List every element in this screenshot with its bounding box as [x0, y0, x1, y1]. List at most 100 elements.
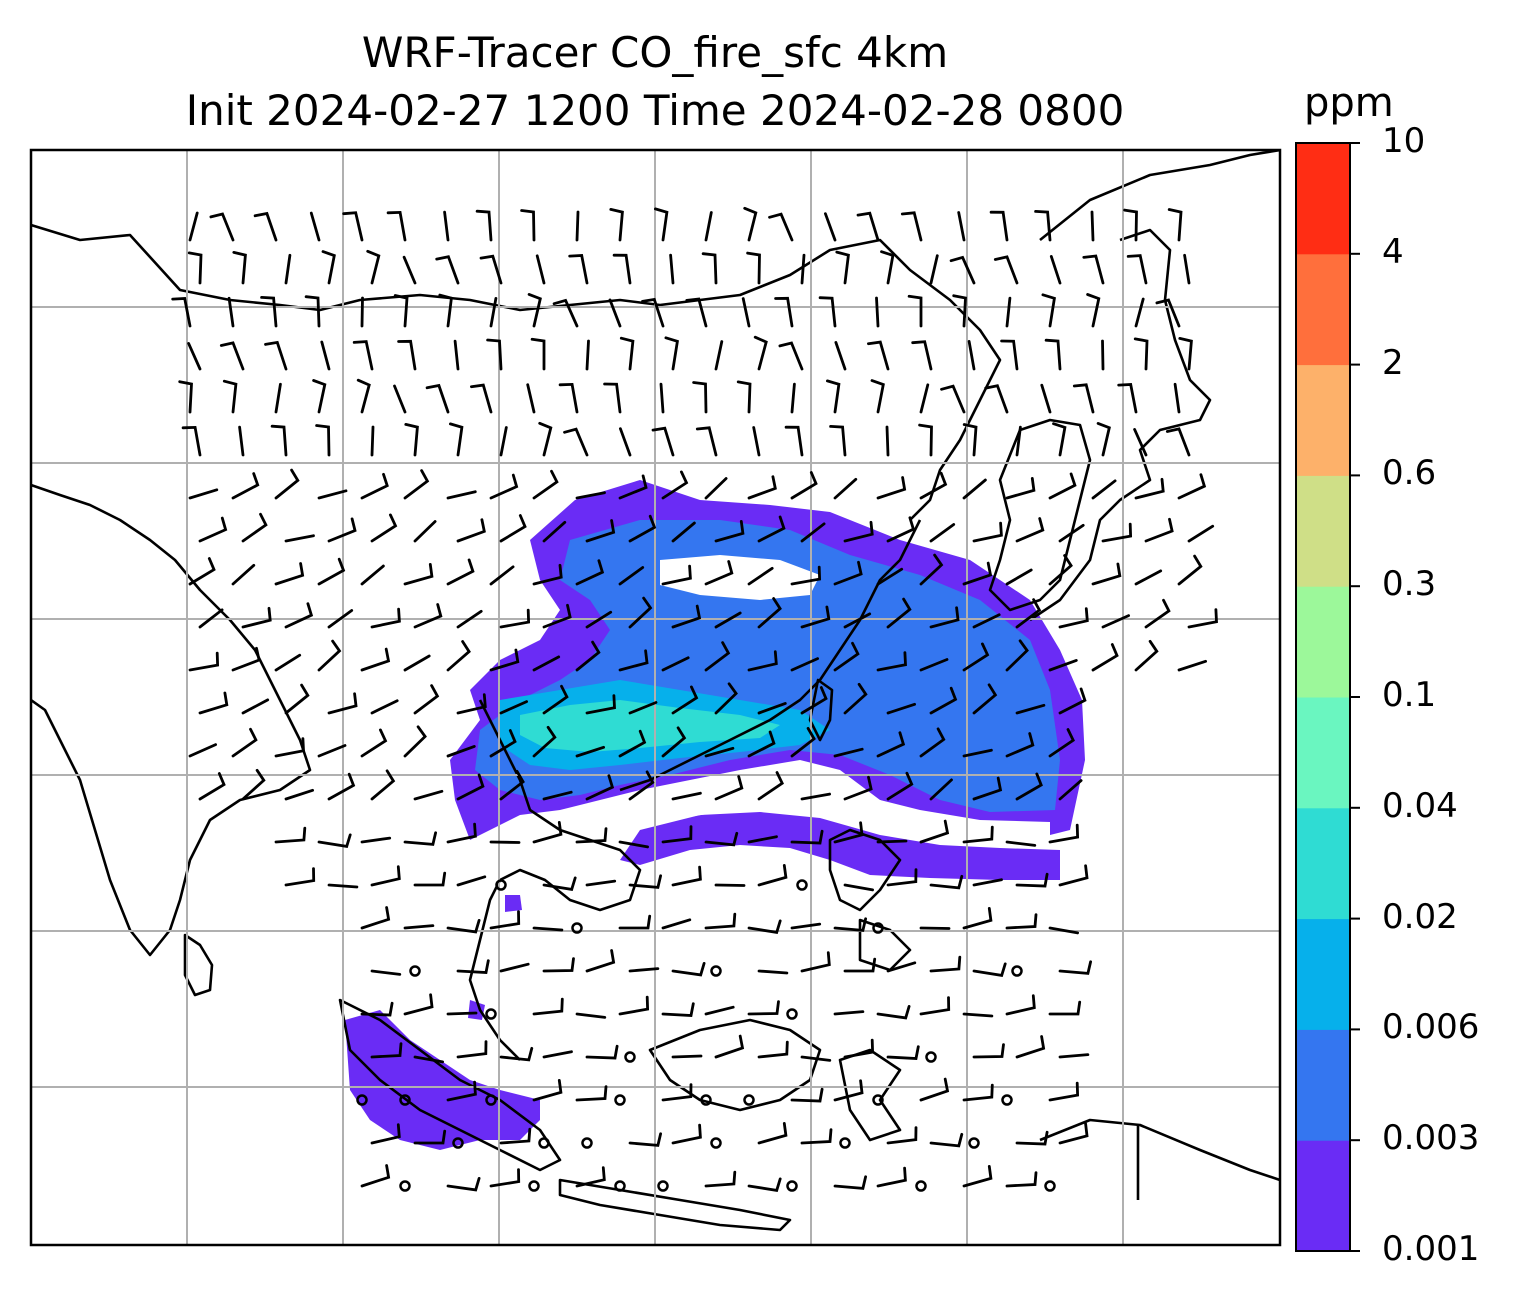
wind-barb — [661, 825, 693, 844]
wind-barb — [972, 521, 1003, 543]
wind-barb — [661, 470, 689, 500]
wind-barb — [972, 962, 1007, 977]
wind-barb — [198, 608, 224, 629]
wind-barb — [1058, 1053, 1090, 1059]
calm-wind-circle — [786, 1180, 798, 1192]
wind-barb — [907, 294, 923, 328]
wind-barb — [1015, 1035, 1046, 1059]
wind-barb — [360, 296, 364, 328]
wind-barb — [542, 603, 572, 629]
wind-barb — [1134, 297, 1145, 328]
wind-barb — [790, 727, 816, 758]
wind-barb — [856, 211, 880, 242]
wind-barb — [403, 924, 435, 930]
wind-barb — [456, 959, 490, 974]
wind-barb — [618, 566, 645, 586]
colorbar-segment — [1296, 1140, 1350, 1252]
wind-barb — [386, 210, 407, 242]
wind-barb — [790, 922, 822, 930]
wind-barb — [231, 727, 258, 758]
gridlines — [31, 150, 1280, 1245]
wind-barb — [274, 562, 305, 586]
wind-barb — [575, 1012, 607, 1019]
wind-barb — [962, 561, 993, 586]
coastline-korea — [988, 418, 1092, 612]
wind-barb — [274, 826, 307, 844]
wind-barb — [542, 1050, 573, 1059]
wind-barb — [520, 209, 536, 242]
wind-barb — [360, 836, 392, 844]
wind-barb — [181, 425, 202, 457]
wind-barb — [1134, 477, 1165, 500]
wind-barb — [227, 296, 235, 328]
wind-barb — [370, 769, 396, 801]
wind-barb — [309, 211, 321, 242]
wind-barb — [575, 827, 608, 844]
wind-barb — [833, 560, 863, 586]
wind-barb — [880, 250, 895, 285]
colorbar — [1295, 142, 1360, 1252]
wind-barb — [486, 338, 503, 371]
wind-barb — [843, 682, 868, 715]
wind-barb — [397, 339, 417, 371]
wind-barb — [692, 381, 708, 414]
wind-barb — [532, 469, 559, 500]
wind-barb — [532, 821, 563, 844]
wind-barb — [542, 684, 569, 715]
wind-barb — [284, 534, 315, 543]
wind-barb — [320, 340, 331, 371]
wind-barb — [886, 868, 918, 887]
wind-barb — [664, 336, 679, 371]
wind-barb — [757, 771, 784, 801]
wind-barb — [187, 342, 202, 371]
wind-barb — [1101, 522, 1133, 543]
wind-barb — [704, 211, 713, 242]
wind-barb — [360, 906, 391, 930]
wind-barb — [499, 1046, 534, 1062]
colorbar-tick-label: 0.1 — [1382, 675, 1437, 715]
wind-barb — [499, 770, 525, 801]
calm-wind-circle — [452, 1137, 464, 1149]
wind-barb — [952, 294, 967, 328]
wind-barb — [446, 490, 477, 500]
wind-barb — [456, 1040, 488, 1059]
wind-barb — [327, 692, 358, 715]
wind-barb — [1005, 477, 1036, 500]
wind-barb — [661, 918, 692, 930]
calm-wind-circle — [399, 1180, 411, 1192]
wind-barb — [284, 867, 316, 887]
coastline-new-guinea — [1039, 1118, 1280, 1182]
colorbar-tick-label: 10 — [1382, 121, 1426, 161]
wind-barb — [425, 383, 450, 414]
wind-barb — [370, 699, 399, 715]
wind-barb — [1041, 293, 1056, 328]
wind-barb — [843, 775, 873, 801]
wind-barb — [1126, 254, 1148, 285]
wind-barb — [585, 879, 617, 887]
wind-barb — [757, 702, 787, 715]
calm-wind-circle — [528, 1180, 540, 1192]
calm-wind-circle — [786, 1008, 798, 1020]
wind-barb — [1048, 554, 1073, 586]
wind-barb — [187, 251, 203, 285]
colorbar-segment — [1296, 475, 1350, 587]
wind-barb — [835, 250, 850, 285]
wind-barb — [876, 476, 907, 500]
wind-barb — [413, 1055, 444, 1064]
wind-barb — [834, 341, 847, 371]
wind-barb — [575, 1085, 608, 1102]
wind-barb — [886, 1045, 920, 1060]
wind-barb — [714, 682, 738, 715]
wind-barb — [704, 746, 735, 758]
calm-wind-circle — [710, 1137, 722, 1149]
wind-barb — [317, 833, 352, 848]
wind-barb — [1044, 338, 1062, 371]
wind-barb — [752, 426, 761, 457]
wind-barb — [704, 477, 728, 500]
wind-barb — [241, 768, 266, 801]
wind-barb — [489, 729, 517, 758]
wind-barb — [1048, 823, 1080, 844]
wind-barb — [843, 957, 877, 973]
wind-barb — [188, 557, 216, 586]
wind-barb — [585, 949, 616, 973]
